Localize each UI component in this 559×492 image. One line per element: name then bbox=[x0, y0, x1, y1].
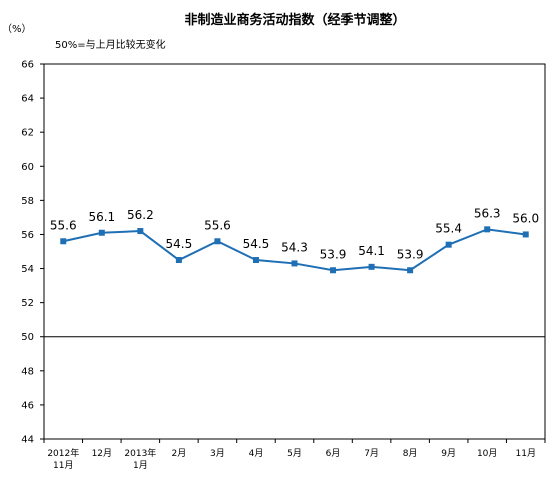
data-label: 55.6 bbox=[204, 218, 231, 232]
y-tick-label: 58 bbox=[21, 196, 34, 207]
data-point-marker bbox=[214, 238, 221, 245]
x-tick-label: 11月 bbox=[53, 460, 73, 471]
data-label: 53.9 bbox=[320, 247, 347, 261]
y-tick-label: 64 bbox=[21, 94, 34, 105]
data-point-marker bbox=[175, 257, 182, 264]
y-tick-label: 66 bbox=[21, 60, 34, 71]
chart-title: 非制造业商务活动指数（经季节调整） bbox=[184, 12, 405, 28]
x-tick-label: 7月 bbox=[364, 448, 379, 459]
data-label: 54.5 bbox=[166, 237, 193, 251]
y-tick-label: 52 bbox=[21, 298, 34, 309]
data-label: 54.1 bbox=[358, 244, 385, 258]
data-point-marker bbox=[252, 257, 259, 264]
x-tick-label: 9月 bbox=[441, 448, 456, 459]
y-tick-label: 54 bbox=[21, 264, 34, 275]
x-tick-label: 1月 bbox=[133, 460, 148, 471]
y-tick-label: 60 bbox=[21, 162, 34, 173]
x-tick-label: 12月 bbox=[92, 448, 112, 459]
data-point-marker bbox=[60, 238, 67, 245]
x-tick-label: 2013年 bbox=[124, 447, 156, 459]
data-point-marker bbox=[407, 267, 414, 274]
data-point-marker bbox=[291, 260, 298, 267]
x-tick-label: 2月 bbox=[172, 448, 187, 459]
y-tick-label: 56 bbox=[21, 230, 34, 241]
data-label: 55.6 bbox=[50, 218, 77, 232]
x-tick-label: 6月 bbox=[326, 448, 341, 459]
data-label: 53.9 bbox=[397, 247, 424, 261]
y-tick-label: 48 bbox=[21, 366, 34, 377]
data-label: 56.2 bbox=[127, 208, 154, 222]
series-group: 55.6 56.1 56.2 54.5 55.6 54.5 54.3 53.9 54.1 53.9… bbox=[50, 206, 539, 274]
y-tick-label: 46 bbox=[21, 400, 34, 411]
data-label: 56.0 bbox=[512, 211, 539, 225]
data-point-marker bbox=[445, 241, 452, 248]
data-label: 55.4 bbox=[435, 222, 462, 236]
data-label: 54.5 bbox=[243, 237, 270, 251]
data-label: 54.3 bbox=[281, 240, 308, 254]
x-tick-label: 3月 bbox=[210, 448, 225, 459]
data-point-marker bbox=[484, 226, 491, 233]
y-tick-label: 50 bbox=[21, 332, 34, 343]
data-point-marker bbox=[522, 231, 529, 238]
x-tick-label: 10月 bbox=[477, 448, 497, 459]
data-label: 56.1 bbox=[88, 210, 115, 224]
x-tick-label: 2012年 bbox=[47, 447, 79, 459]
x-tick-label: 5月 bbox=[287, 448, 302, 459]
data-point-marker bbox=[98, 229, 105, 236]
y-tick-label: 62 bbox=[21, 128, 34, 139]
x-tick-label: 8月 bbox=[403, 448, 418, 459]
x-tick-label: 11月 bbox=[516, 448, 536, 459]
data-point-marker bbox=[137, 228, 144, 235]
data-point-marker bbox=[368, 263, 375, 270]
unit-label: （%） bbox=[2, 23, 32, 35]
y-tick-label: 44 bbox=[21, 435, 34, 446]
plot-area bbox=[43, 63, 546, 440]
data-point-marker bbox=[330, 267, 337, 274]
y-axis: 44 46 48 50 52 54 56 58 60 62 64 66 bbox=[21, 60, 44, 446]
chart-note: 50%=与上月比较无变化 bbox=[55, 38, 166, 51]
data-label: 56.3 bbox=[474, 206, 501, 220]
x-tick-label: 4月 bbox=[249, 448, 264, 459]
